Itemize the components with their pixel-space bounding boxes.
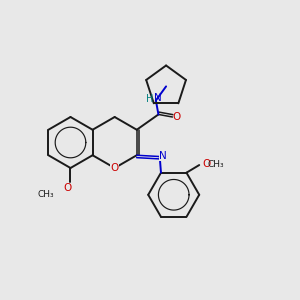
Text: O: O xyxy=(173,112,181,122)
Text: CH₃: CH₃ xyxy=(207,160,224,169)
Text: O: O xyxy=(202,159,211,170)
Text: O: O xyxy=(110,163,119,173)
Text: H: H xyxy=(146,94,153,104)
Text: N: N xyxy=(159,151,167,161)
Text: N: N xyxy=(154,93,162,103)
Text: CH₃: CH₃ xyxy=(38,190,54,199)
Text: O: O xyxy=(63,183,72,193)
